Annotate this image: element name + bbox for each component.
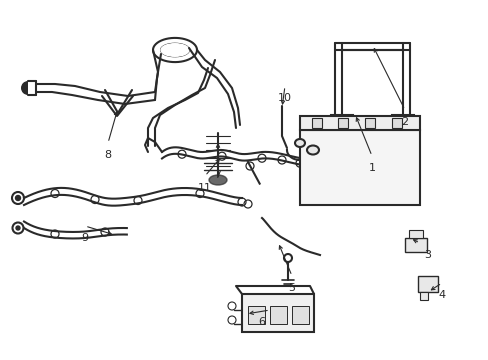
Text: 10: 10 xyxy=(278,93,291,103)
Text: 8: 8 xyxy=(104,150,111,160)
Text: 4: 4 xyxy=(438,290,445,300)
Bar xyxy=(364,118,374,128)
Text: 2: 2 xyxy=(401,117,408,127)
Ellipse shape xyxy=(208,175,226,185)
Wedge shape xyxy=(21,81,28,95)
Ellipse shape xyxy=(294,139,305,147)
Bar xyxy=(299,130,419,205)
Text: 7: 7 xyxy=(214,170,221,180)
Bar xyxy=(337,118,347,128)
Text: 3: 3 xyxy=(424,250,430,260)
Bar xyxy=(391,118,401,128)
Bar xyxy=(247,306,264,324)
Text: 1: 1 xyxy=(368,163,375,173)
Bar xyxy=(391,115,413,129)
Bar xyxy=(417,276,437,292)
Text: 6: 6 xyxy=(258,317,265,327)
Bar xyxy=(242,294,313,332)
Ellipse shape xyxy=(161,44,189,56)
Bar xyxy=(404,238,426,252)
Bar xyxy=(311,118,321,128)
Ellipse shape xyxy=(306,145,318,154)
Bar xyxy=(291,306,308,324)
Text: 11: 11 xyxy=(198,183,212,193)
Circle shape xyxy=(16,226,20,230)
Bar xyxy=(408,230,422,238)
Bar xyxy=(419,292,427,300)
Text: 9: 9 xyxy=(81,233,88,243)
Bar xyxy=(330,115,352,129)
Bar xyxy=(269,306,286,324)
Circle shape xyxy=(16,195,20,201)
Bar xyxy=(299,116,419,130)
Text: 5: 5 xyxy=(288,283,295,293)
